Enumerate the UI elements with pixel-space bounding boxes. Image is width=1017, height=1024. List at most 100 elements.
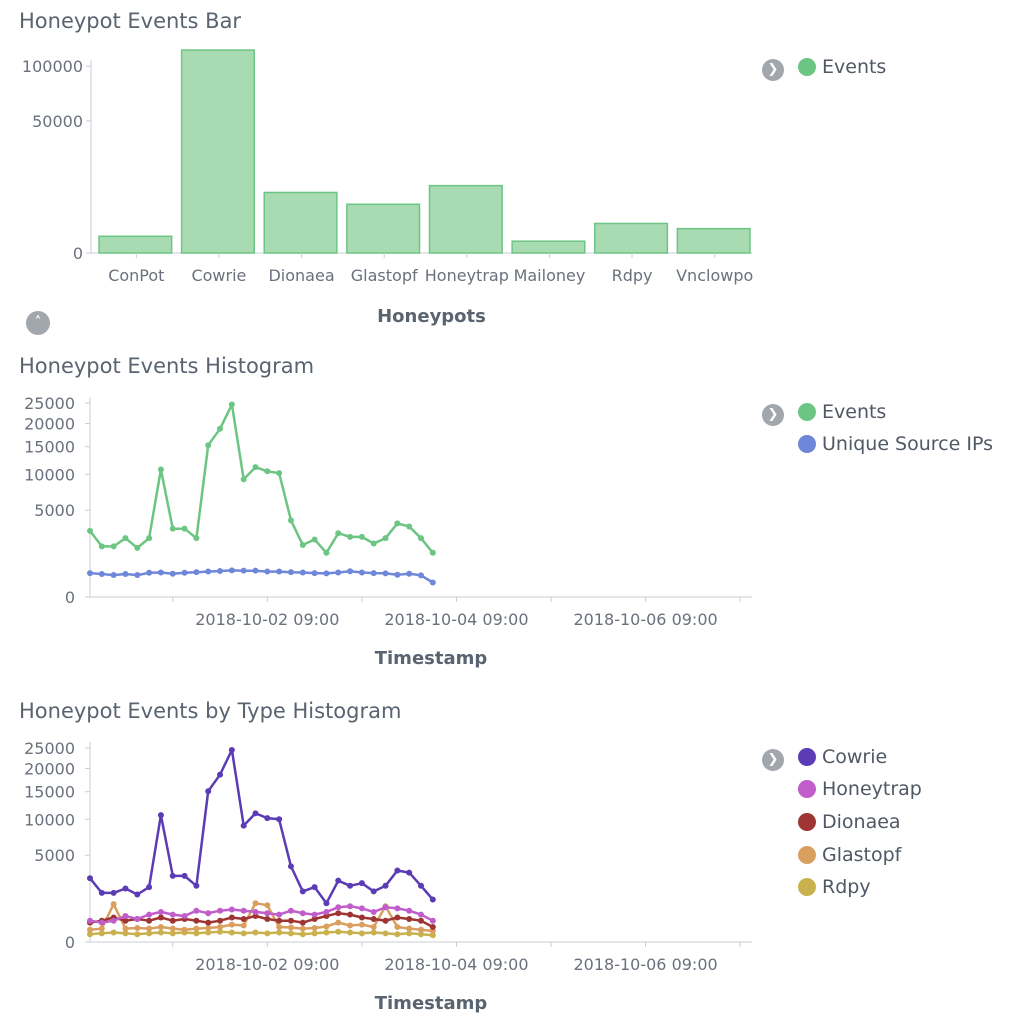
y-tick-label: 20000 — [24, 414, 75, 433]
y-tick-label: 10000 — [24, 810, 75, 829]
events-histogram-panel: Honeypot Events Histogram 0 5000 10000 1500… — [0, 345, 1017, 685]
data-point — [311, 911, 318, 918]
data-point — [98, 571, 105, 578]
data-point — [169, 525, 176, 532]
data-point — [406, 570, 413, 577]
data-point — [252, 810, 259, 817]
y-tick-label: 50000 — [32, 112, 83, 131]
data-point — [370, 916, 377, 923]
data-point — [146, 884, 153, 891]
data-point — [228, 567, 235, 574]
legend-color-dot — [798, 878, 816, 896]
data-point — [110, 901, 117, 908]
data-point — [311, 930, 318, 937]
x-tick-label: ConPot — [108, 266, 164, 285]
data-point — [299, 925, 306, 932]
data-point — [287, 930, 294, 937]
x-tick-label: Honeytrap — [425, 266, 509, 285]
data-point — [122, 535, 129, 542]
x-tick-label: Rdpy — [612, 266, 653, 285]
data-point — [252, 929, 259, 936]
data-point — [382, 917, 389, 924]
data-point — [418, 911, 424, 918]
data-point — [370, 908, 377, 915]
data-point — [181, 872, 188, 879]
data-point — [276, 917, 283, 924]
data-point — [252, 908, 259, 915]
data-point — [217, 425, 224, 432]
data-point — [335, 904, 342, 911]
data-point — [87, 875, 93, 882]
data-point — [122, 912, 129, 919]
data-point — [193, 917, 200, 924]
data-point — [87, 527, 93, 534]
data-point — [146, 925, 153, 932]
data-point — [406, 907, 413, 914]
legend-toggle-button[interactable]: ❯ — [762, 59, 784, 81]
data-point — [382, 570, 389, 577]
data-point — [323, 923, 330, 930]
data-point — [193, 925, 200, 932]
data-point — [134, 931, 141, 938]
data-point — [264, 815, 271, 822]
data-point — [87, 931, 93, 938]
y-tick-label: 15000 — [24, 438, 75, 457]
data-point — [217, 567, 224, 574]
data-point — [157, 466, 164, 473]
legend-color-dot — [798, 58, 816, 76]
data-point — [418, 882, 424, 889]
data-point — [299, 888, 306, 895]
panel-title: Honeypot Events by Type Histogram — [19, 699, 402, 723]
bar — [346, 203, 421, 254]
data-point — [347, 882, 354, 889]
y-tick-label: 25000 — [24, 394, 75, 413]
data-point — [276, 923, 283, 930]
data-point — [299, 569, 306, 576]
legend-toggle-button[interactable]: ❯ — [762, 749, 784, 771]
data-point — [122, 885, 129, 892]
data-point — [217, 771, 224, 778]
data-point — [181, 926, 188, 933]
data-point — [169, 570, 176, 577]
data-point — [98, 925, 105, 932]
data-point — [110, 543, 117, 550]
collapse-chevron-up-icon[interactable]: ˄ — [26, 311, 50, 335]
data-point — [347, 922, 354, 929]
y-tick-label: 0 — [73, 244, 83, 263]
x-axis-title: Honeypots — [377, 306, 486, 327]
data-point — [205, 788, 212, 795]
data-point — [429, 917, 436, 924]
data-point — [323, 908, 330, 915]
data-point — [193, 535, 200, 542]
data-point — [146, 911, 153, 918]
data-point — [110, 929, 117, 936]
legend-label: Rdpy — [822, 876, 871, 898]
data-point — [382, 882, 389, 889]
data-point — [98, 889, 105, 896]
data-point — [287, 907, 294, 914]
data-point — [358, 914, 365, 921]
data-point — [335, 569, 342, 576]
data-point — [418, 917, 424, 924]
data-point — [276, 816, 283, 823]
data-point — [157, 569, 164, 576]
data-point — [287, 863, 294, 870]
data-point — [181, 569, 188, 576]
data-point — [217, 907, 224, 914]
data-point — [287, 924, 294, 931]
data-point — [193, 930, 200, 937]
data-point — [335, 928, 342, 935]
legend-toggle-button[interactable]: ❯ — [762, 404, 784, 426]
x-tick-label: Glastopf — [351, 266, 418, 285]
data-point — [217, 923, 224, 930]
bar — [98, 235, 173, 254]
data-point — [418, 926, 424, 933]
y-tick-label: 100000 — [22, 57, 83, 76]
legend-color-dot — [798, 780, 816, 798]
data-point — [181, 525, 188, 532]
legend-color-dot — [798, 748, 816, 766]
data-point — [347, 568, 354, 575]
data-point — [311, 925, 318, 932]
data-point — [347, 911, 354, 918]
